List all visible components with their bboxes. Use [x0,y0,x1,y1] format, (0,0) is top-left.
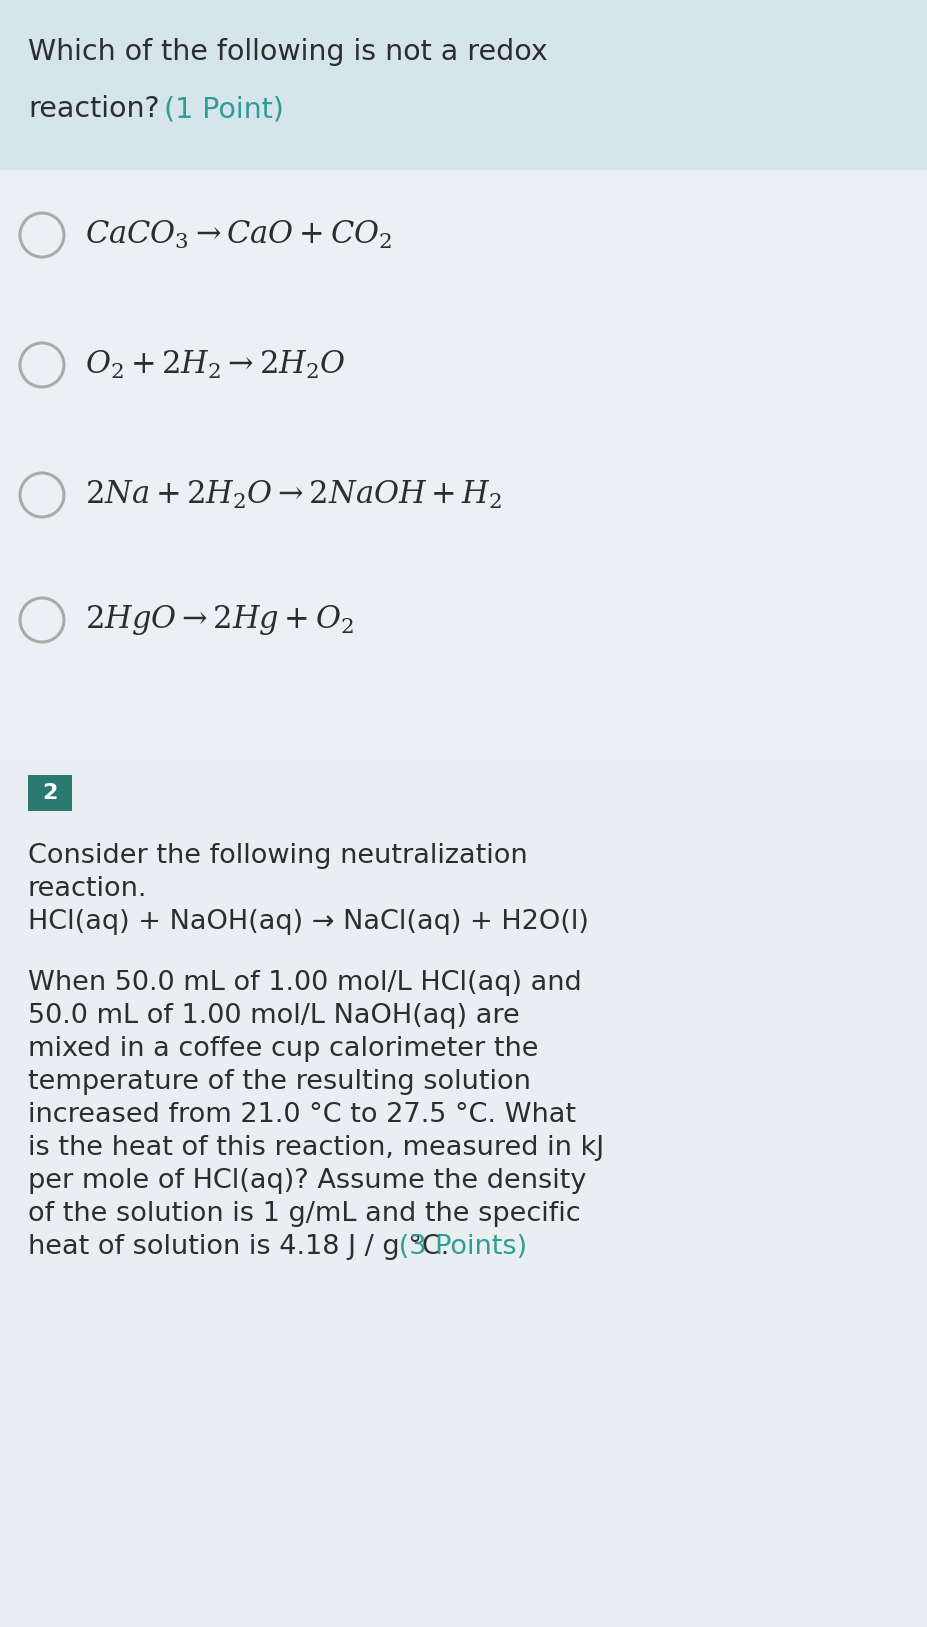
Text: $O_2 + 2H_2 \rightarrow 2H_2O$: $O_2 + 2H_2 \rightarrow 2H_2O$ [85,348,346,381]
Text: mixed in a coffee cup calorimeter the: mixed in a coffee cup calorimeter the [28,1036,538,1062]
FancyBboxPatch shape [0,760,927,1627]
Text: $2HgO \rightarrow 2Hg + O_2$: $2HgO \rightarrow 2Hg + O_2$ [85,604,353,638]
FancyBboxPatch shape [0,169,927,760]
Text: Which of the following is not a redox: Which of the following is not a redox [28,37,547,67]
Text: of the solution is 1 g/mL and the specific: of the solution is 1 g/mL and the specif… [28,1201,580,1227]
Text: increased from 21.0 °C to 27.5 °C. What: increased from 21.0 °C to 27.5 °C. What [28,1101,576,1128]
Text: HCl(aq) + NaOH(aq) → NaCl(aq) + H2O(l): HCl(aq) + NaOH(aq) → NaCl(aq) + H2O(l) [28,909,589,936]
Text: When 50.0 mL of 1.00 mol/L HCl(aq) and: When 50.0 mL of 1.00 mol/L HCl(aq) and [28,970,581,996]
Text: is the heat of this reaction, measured in kJ: is the heat of this reaction, measured i… [28,1136,603,1162]
Text: reaction.: reaction. [28,875,147,901]
FancyBboxPatch shape [0,0,927,169]
Text: Consider the following neutralization: Consider the following neutralization [28,843,527,869]
Text: 50.0 mL of 1.00 mol/L NaOH(aq) are: 50.0 mL of 1.00 mol/L NaOH(aq) are [28,1002,519,1028]
Text: $2Na + 2H_2O \rightarrow 2NaOH + H_2$: $2Na + 2H_2O \rightarrow 2NaOH + H_2$ [85,478,502,511]
Text: heat of solution is 4.18 J / g °C.: heat of solution is 4.18 J / g °C. [28,1233,449,1259]
Text: 2: 2 [43,783,57,804]
Text: per mole of HCl(aq)? Assume the density: per mole of HCl(aq)? Assume the density [28,1168,586,1194]
Text: $CaCO_3 \rightarrow CaO + CO_2$: $CaCO_3 \rightarrow CaO + CO_2$ [85,220,391,251]
Text: temperature of the resulting solution: temperature of the resulting solution [28,1069,530,1095]
Text: (3 Points): (3 Points) [389,1233,527,1259]
Text: reaction?: reaction? [28,94,159,124]
FancyBboxPatch shape [28,774,72,810]
Text: (1 Point): (1 Point) [155,94,284,124]
